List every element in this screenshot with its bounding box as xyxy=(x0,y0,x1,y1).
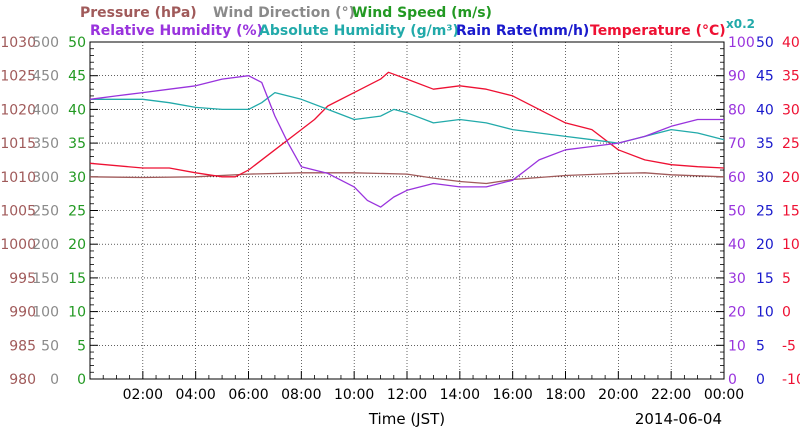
legend-relative-humidity: Relative Humidity (%) xyxy=(90,23,263,39)
pressure-tick-label: 995 xyxy=(9,271,36,287)
rain-rate-tick-label: 15 xyxy=(756,271,774,287)
date-label: 2014-06-04 xyxy=(635,410,722,428)
x-axis-title: Time (JST) xyxy=(368,410,445,428)
x-tick-label: 02:00 xyxy=(123,387,163,403)
legend-wind-direction: Wind Direction (°) xyxy=(213,5,355,21)
wind-speed-tick-label: 10 xyxy=(68,305,86,321)
pressure-line xyxy=(89,172,725,185)
wind-speed-tick-label: 5 xyxy=(77,338,86,354)
temperature-tick-label: 35 xyxy=(782,69,800,85)
wind-direction-tick-label: 250 xyxy=(32,204,59,220)
wind-speed-tick-label: 20 xyxy=(68,237,86,253)
relative-humidity-tick-label: 10 xyxy=(728,338,746,354)
rain-rate-tick-label: 0 xyxy=(756,372,765,388)
wind-direction-tick-label: 0 xyxy=(50,372,59,388)
temperature-tick-label: 0 xyxy=(782,305,791,321)
wind-direction-tick-label: 50 xyxy=(41,338,59,354)
rain-rate-tick-label: 30 xyxy=(756,170,774,186)
rain-rate-tick-label: 10 xyxy=(756,305,774,321)
legend-wind-speed: Wind Speed (m/s) xyxy=(352,5,492,21)
pressure-tick-label: 1020 xyxy=(0,102,36,118)
relative-humidity-tick-label: 60 xyxy=(728,170,746,186)
legend-absolute-humidity: Absolute Humidity (g/m³) xyxy=(259,23,459,39)
relative-humidity-tick-label: 100 xyxy=(728,35,755,51)
wind-speed-tick-label: 30 xyxy=(68,170,86,186)
pressure-tick-label: 1025 xyxy=(0,69,36,85)
pressure-tick-label: 1010 xyxy=(0,170,36,186)
wind-direction-tick-label: 450 xyxy=(32,69,59,85)
pressure-tick-label: 985 xyxy=(9,338,36,354)
pressure-tick-label: 980 xyxy=(9,372,36,388)
temperature-tick-label: -5 xyxy=(782,338,796,354)
pressure-tick-label: 1005 xyxy=(0,204,36,220)
relative-humidity-tick-label: 50 xyxy=(728,204,746,220)
wind-direction-tick-label: 200 xyxy=(32,237,59,253)
rain-rate-tick-label: 45 xyxy=(756,69,774,85)
x-tick-label: 12:00 xyxy=(387,387,427,403)
x-tick-label: 08:00 xyxy=(281,387,321,403)
pressure-tick-label: 1000 xyxy=(0,237,36,253)
wind-direction-tick-label: 500 xyxy=(32,35,59,51)
x-tick-label: 10:00 xyxy=(334,387,374,403)
x-tick-label: 14:00 xyxy=(440,387,480,403)
temperature-tick-label: 20 xyxy=(782,170,800,186)
wind-speed-tick-label: 50 xyxy=(68,35,86,51)
x-tick-label: 06:00 xyxy=(228,387,268,403)
wind-speed-tick-label: 40 xyxy=(68,102,86,118)
wind-speed-tick-label: 25 xyxy=(68,204,86,220)
relative-humidity-tick-label: 30 xyxy=(728,271,746,287)
wind-direction-tick-label: 400 xyxy=(32,102,59,118)
x-tick-label: 18:00 xyxy=(545,387,585,403)
rain-rate-tick-label: 35 xyxy=(756,136,774,152)
x-tick-label: 22:00 xyxy=(651,387,691,403)
pressure-tick-label: 1030 xyxy=(0,35,36,51)
temperature-tick-label: 30 xyxy=(782,102,800,118)
wind-speed-tick-label: 15 xyxy=(68,271,86,287)
relative-humidity-tick-label: 80 xyxy=(728,102,746,118)
temperature-tick-label: -10 xyxy=(782,372,800,388)
x-tick-label: 00:00 xyxy=(704,387,744,403)
rain-rate-tick-label: 50 xyxy=(756,35,774,51)
x-tick-label: 04:00 xyxy=(175,387,215,403)
wind-speed-tick-label: 35 xyxy=(68,136,86,152)
temperature-tick-label: 25 xyxy=(782,136,800,152)
x-tick-label: 16:00 xyxy=(492,387,532,403)
rain-rate-tick-label: 40 xyxy=(756,102,774,118)
wind-speed-tick-label: 0 xyxy=(77,372,86,388)
temperature-tick-label: 10 xyxy=(782,237,800,253)
legend-rain-rate: Rain Rate(mm/h) xyxy=(456,23,589,39)
relative-humidity-tick-label: 90 xyxy=(728,69,746,85)
pressure-tick-label: 1015 xyxy=(0,136,36,152)
legend-x0-2: x0.2 xyxy=(726,17,755,31)
legend-pressure: Pressure (hPa) xyxy=(80,5,197,21)
series xyxy=(89,71,725,208)
wind-direction-tick-label: 150 xyxy=(32,271,59,287)
absolute-humidity-line xyxy=(90,91,725,144)
temperature-line xyxy=(89,71,725,178)
axes: 02:00 04:00 06:00 08:00 10:00 12:00 14:00 16:00… xyxy=(0,35,800,403)
rain-rate-tick-label: 25 xyxy=(756,204,774,220)
relative-humidity-tick-label: 20 xyxy=(728,305,746,321)
rain-rate-tick-label: 20 xyxy=(756,237,774,253)
relative-humidity-tick-label: 0 xyxy=(728,372,737,388)
temperature-tick-label: 15 xyxy=(782,204,800,220)
wind-speed-tick-label: 45 xyxy=(68,69,86,85)
temperature-tick-label: 5 xyxy=(782,271,791,287)
relative-humidity-line xyxy=(89,75,724,208)
relative-humidity-tick-label: 40 xyxy=(728,237,746,253)
legend-temperature: Temperature (°C) xyxy=(590,23,726,39)
wind-direction-tick-label: 350 xyxy=(32,136,59,152)
wind-direction-tick-label: 300 xyxy=(32,170,59,186)
x-tick-label: 20:00 xyxy=(598,387,638,403)
relative-humidity-tick-label: 70 xyxy=(728,136,746,152)
rain-rate-tick-label: 5 xyxy=(756,338,765,354)
temperature-tick-label: 40 xyxy=(782,35,800,51)
pressure-tick-label: 990 xyxy=(9,305,36,321)
wind-direction-tick-label: 100 xyxy=(32,305,59,321)
